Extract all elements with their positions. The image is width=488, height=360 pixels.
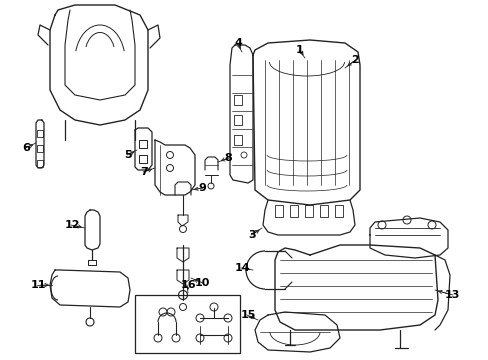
- Bar: [139, 155, 147, 163]
- Text: 15: 15: [240, 310, 255, 320]
- Text: 5: 5: [124, 150, 132, 160]
- Bar: [334, 205, 342, 217]
- Bar: [139, 140, 147, 148]
- Bar: [305, 205, 312, 217]
- Text: 9: 9: [198, 183, 205, 193]
- Bar: [37, 130, 43, 137]
- Bar: [274, 205, 283, 217]
- Text: 14: 14: [234, 263, 249, 273]
- Bar: [319, 205, 327, 217]
- Text: 1: 1: [296, 45, 303, 55]
- Text: 16: 16: [180, 280, 195, 290]
- Bar: [234, 115, 242, 125]
- Bar: [289, 205, 297, 217]
- Text: 7: 7: [140, 167, 147, 177]
- Text: 2: 2: [350, 55, 358, 65]
- Bar: [234, 95, 242, 105]
- Bar: [37, 160, 43, 167]
- Bar: [37, 145, 43, 152]
- Text: 8: 8: [224, 153, 231, 163]
- Bar: [234, 135, 242, 145]
- Text: 12: 12: [64, 220, 80, 230]
- Text: 11: 11: [30, 280, 46, 290]
- Bar: [135, 295, 240, 353]
- Text: 10: 10: [194, 278, 209, 288]
- Text: 3: 3: [248, 230, 255, 240]
- Text: 6: 6: [22, 143, 30, 153]
- Text: 4: 4: [234, 38, 242, 48]
- Text: 13: 13: [444, 290, 459, 300]
